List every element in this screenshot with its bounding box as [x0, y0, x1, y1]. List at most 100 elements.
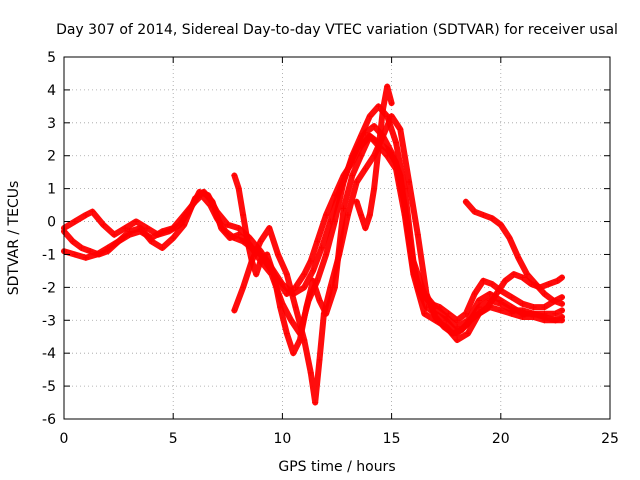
- point-track-3-25: [318, 244, 325, 251]
- series-track-6-markers: [462, 198, 565, 307]
- point-track-5-38: [545, 281, 552, 288]
- point-track-1-53: [541, 304, 548, 311]
- point-track-4-9: [277, 304, 284, 311]
- point-track-2-6: [126, 228, 133, 235]
- series-track-1: [61, 133, 565, 324]
- point-track-5-16: [353, 179, 360, 186]
- y-tick-label-0: -6: [42, 412, 56, 428]
- point-track-2-10: [170, 235, 177, 241]
- point-track-5-4: [266, 225, 273, 232]
- point-track-2-42: [475, 297, 482, 304]
- point-track-7-3: [366, 211, 373, 218]
- point-track-1-45: [462, 310, 469, 317]
- point-track-2-9: [159, 244, 166, 251]
- point-track-6-1: [471, 208, 478, 215]
- point-track-5-39: [554, 277, 561, 284]
- point-track-1-44: [454, 317, 461, 324]
- point-track-6-11: [558, 300, 565, 307]
- point-track-5-32: [493, 290, 500, 297]
- point-track-2-5: [115, 238, 122, 245]
- point-track-4-2: [240, 211, 247, 218]
- point-track-1-2: [78, 244, 85, 251]
- point-track-2-1: [71, 251, 78, 258]
- point-track-1-50: [508, 294, 515, 301]
- series-track-5-markers: [231, 113, 565, 406]
- series-track-6: [462, 198, 565, 307]
- point-track-3-9: [154, 231, 161, 238]
- y-axis-label: SDTVAR / TECUs: [6, 181, 22, 296]
- point-track-6-2: [480, 211, 487, 218]
- point-track-5-8: [301, 337, 308, 344]
- y-tick-label-11: 5: [47, 50, 56, 66]
- point-track-4-14: [309, 277, 316, 284]
- point-track-4-21: [366, 132, 373, 139]
- point-track-5-5: [275, 251, 282, 258]
- point-track-3-12: [187, 205, 194, 212]
- point-track-3-29: [353, 146, 360, 153]
- point-track-3-7: [133, 218, 140, 225]
- point-track-2-34: [392, 139, 399, 146]
- y-tick-label-10: 4: [47, 83, 56, 99]
- point-track-5-31: [484, 304, 491, 311]
- point-track-5-1: [240, 284, 247, 291]
- point-track-2-22: [288, 317, 295, 324]
- point-track-6-10: [550, 297, 557, 304]
- y-tick-label-5: -1: [42, 247, 56, 263]
- point-track-4-26: [410, 271, 417, 278]
- point-track-5-34: [510, 271, 517, 278]
- point-track-3-2: [82, 211, 89, 218]
- point-track-3-13: [196, 188, 203, 195]
- point-track-3-50: [558, 307, 565, 314]
- y-tick-label-1: -5: [42, 379, 56, 395]
- point-track-4-30: [454, 337, 461, 344]
- point-track-4-6: [257, 258, 264, 265]
- point-track-3-4: [100, 221, 107, 228]
- point-track-5-17: [362, 165, 369, 172]
- y-tick-label-8: 2: [47, 149, 56, 165]
- point-track-4-8: [270, 271, 277, 278]
- point-track-2-8: [148, 238, 155, 245]
- point-track-6-6: [515, 254, 522, 261]
- point-track-5-15: [344, 211, 351, 218]
- point-track-4-18: [340, 205, 347, 212]
- point-track-7-2: [362, 225, 369, 232]
- point-track-1-51: [519, 300, 526, 307]
- point-track-4-34: [497, 307, 504, 314]
- point-track-2-26: [323, 251, 330, 258]
- point-track-7-7: [384, 83, 391, 90]
- point-track-5-23: [414, 231, 421, 238]
- point-track-1-52: [530, 304, 537, 311]
- point-track-1-47: [480, 277, 487, 284]
- point-track-4-25: [401, 211, 408, 218]
- point-track-3-31: [371, 123, 378, 130]
- point-track-2-3: [93, 251, 100, 258]
- point-track-5-20: [388, 113, 395, 120]
- point-track-4-19: [349, 172, 356, 179]
- point-track-1-55: [558, 294, 565, 301]
- point-track-3-44: [497, 300, 504, 307]
- point-track-5-24: [423, 290, 430, 297]
- point-track-3-17: [235, 225, 242, 232]
- point-track-4-37: [530, 313, 537, 320]
- point-track-5-13: [327, 284, 334, 291]
- point-track-3-28: [344, 165, 351, 172]
- point-track-4-31: [465, 330, 472, 337]
- point-track-5-35: [519, 274, 526, 281]
- point-track-4-11: [290, 350, 297, 357]
- x-tick-label-0: 0: [60, 431, 69, 447]
- point-track-1-3: [87, 248, 94, 255]
- point-track-3-26: [327, 218, 334, 225]
- point-track-5-29: [467, 317, 474, 324]
- y-tick-label-2: -4: [42, 346, 56, 362]
- axis-ticks: 0 5 10 15 20 25 -6 -5 -4 -3 -2 -1 0 1 2 3 4 5: [42, 50, 619, 447]
- point-track-3-24: [309, 267, 316, 274]
- point-track-3-1: [71, 218, 78, 225]
- point-track-4-15: [316, 297, 323, 304]
- point-track-5-12: [320, 310, 327, 317]
- point-track-4-38: [541, 317, 548, 324]
- point-track-1-29: [323, 211, 330, 218]
- point-track-7-1: [358, 211, 365, 218]
- point-track-3-21: [279, 281, 286, 288]
- point-track-2-17: [235, 231, 242, 238]
